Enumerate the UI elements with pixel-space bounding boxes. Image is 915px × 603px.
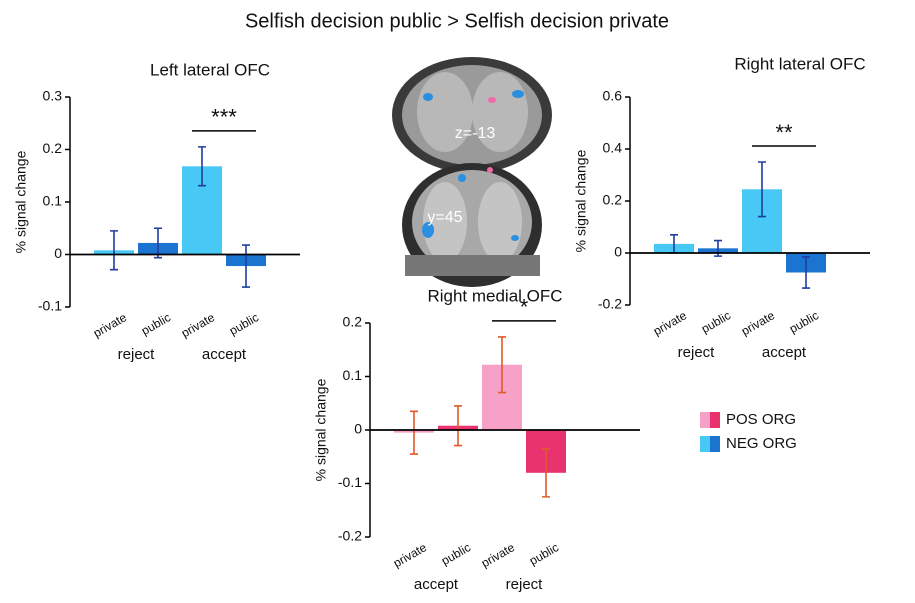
y-tick-label: 0.3: [43, 88, 63, 104]
legend-swatch: [710, 412, 720, 428]
y-tick-label: 0: [354, 421, 362, 437]
group-label: accept: [414, 576, 459, 593]
group-label: reject: [118, 346, 156, 363]
y-axis-label: % signal change: [13, 150, 29, 253]
significance-label: **: [775, 120, 793, 145]
significance-label: ***: [211, 105, 237, 130]
legend-swatch: [700, 412, 710, 428]
category-label: public: [227, 310, 261, 338]
category-label: public: [699, 308, 733, 336]
category-label: private: [739, 308, 777, 338]
group-label: accept: [202, 346, 247, 363]
chart-title: Right lateral OFC: [734, 54, 865, 73]
y-tick-label: 0: [614, 244, 622, 260]
y-tick-label: -0.2: [598, 296, 622, 312]
y-tick-label: 0.2: [43, 140, 63, 156]
group-label: accept: [762, 344, 807, 361]
y-axis-label: % signal change: [573, 149, 589, 252]
y-tick-label: 0.4: [603, 140, 623, 156]
legend-label: NEG ORG: [726, 435, 797, 452]
category-label: private: [91, 310, 129, 340]
legend-swatch: [710, 436, 720, 452]
y-tick-label: 0.1: [343, 367, 363, 383]
legend-label: POS ORG: [726, 411, 796, 428]
y-tick-label: -0.1: [338, 474, 362, 490]
y-tick-label: 0.6: [603, 88, 623, 104]
category-label: public: [139, 310, 173, 338]
chart-title: Left lateral OFC: [150, 60, 270, 79]
category-label: public: [787, 308, 821, 336]
y-tick-label: -0.1: [38, 298, 62, 314]
group-label: reject: [678, 344, 716, 361]
figure: Selfish decision public > Selfish decisi…: [0, 0, 915, 598]
category-label: public: [439, 540, 473, 568]
category-label: private: [391, 540, 429, 570]
significance-label: *: [520, 295, 529, 320]
category-label: private: [479, 540, 517, 570]
y-tick-label: 0: [54, 245, 62, 261]
y-axis-label: % signal change: [313, 378, 329, 481]
group-label: reject: [506, 576, 544, 593]
y-tick-label: 0.2: [603, 192, 623, 208]
slice-label: y=45: [427, 209, 462, 226]
brain-image: z=-13 y=45: [390, 57, 555, 287]
slice-label: z=-13: [455, 125, 496, 142]
y-tick-label: -0.2: [338, 528, 362, 544]
y-tick-label: 0.1: [43, 193, 63, 209]
category-label: public: [527, 540, 561, 568]
y-tick-label: 0.2: [343, 314, 363, 330]
category-label: private: [179, 310, 217, 340]
figure-title: Selfish decision public > Selfish decisi…: [245, 10, 669, 32]
chart-title: Right medial OFC: [427, 286, 562, 305]
legend-swatch: [700, 436, 710, 452]
category-label: private: [651, 308, 689, 338]
